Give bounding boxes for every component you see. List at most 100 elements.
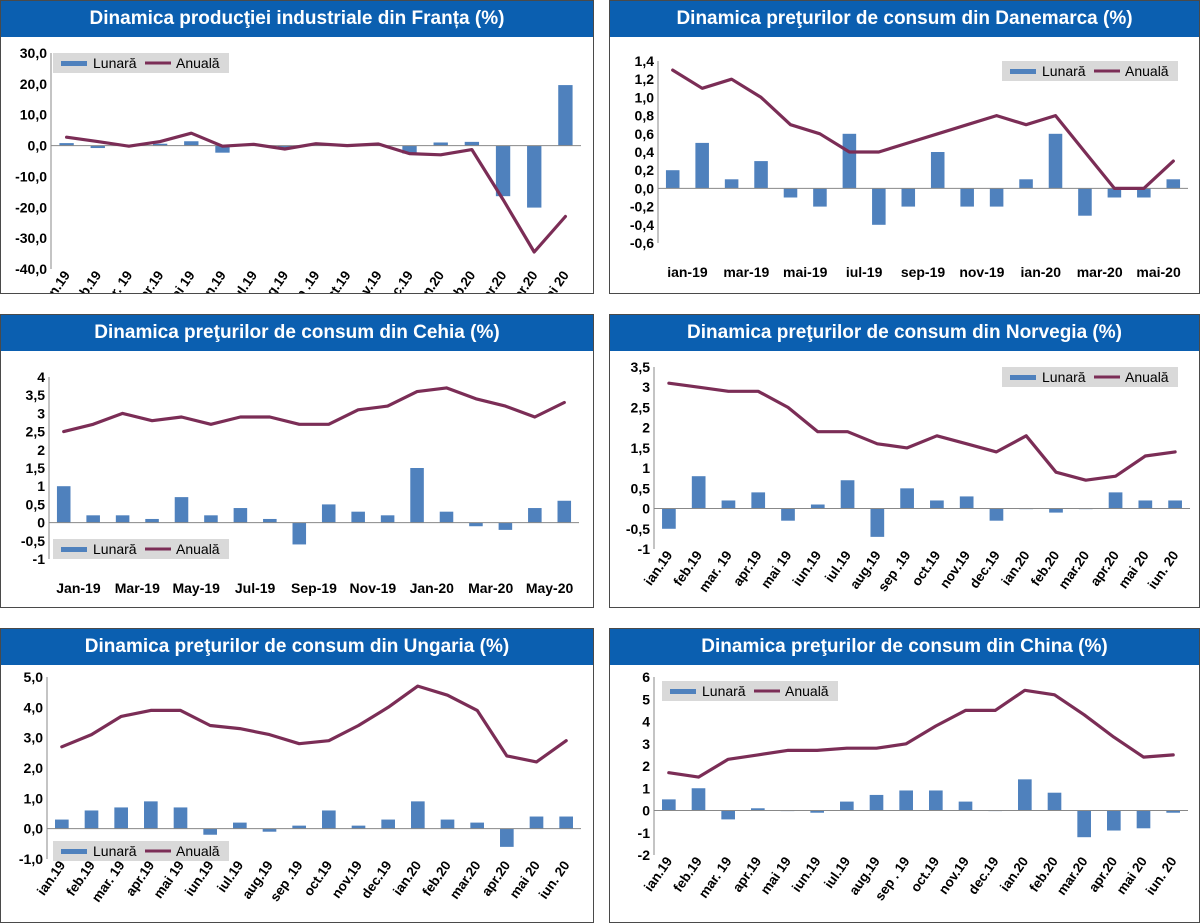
y-tick-label: -20,0 bbox=[15, 199, 47, 215]
chart-title: Dinamica preţurilor de consum din Ungari… bbox=[1, 629, 593, 665]
legend-swatch-lunara bbox=[61, 547, 87, 552]
bar-lunara bbox=[1107, 810, 1121, 831]
line-point-anuala bbox=[1142, 187, 1146, 190]
bar-lunara bbox=[1077, 810, 1091, 838]
bar-lunara bbox=[901, 188, 916, 207]
bar-lunara bbox=[145, 518, 159, 523]
x-tick-label: Mar-20 bbox=[468, 580, 513, 596]
y-tick-label: 0,4 bbox=[635, 144, 655, 160]
line-point-anuala bbox=[121, 412, 124, 415]
line-point-anuala bbox=[935, 434, 939, 437]
line-point-anuala bbox=[875, 747, 878, 750]
legend-label-lunara: Lunară bbox=[702, 683, 746, 699]
line-point-anuala bbox=[504, 404, 507, 408]
y-tick-label: 4 bbox=[37, 369, 45, 385]
bar-lunara bbox=[115, 515, 130, 523]
line-point-anuala bbox=[564, 739, 568, 742]
chart-title: Dinamica preţurilor de consum din China … bbox=[610, 629, 1199, 665]
y-tick-label: 0,5 bbox=[26, 496, 46, 512]
y-tick-label: 1,5 bbox=[26, 460, 46, 476]
y-tick-label: 0 bbox=[642, 501, 650, 517]
y-tick-label: -0,6 bbox=[630, 235, 654, 251]
line-point-anuala bbox=[386, 404, 389, 408]
line-point-anuala bbox=[667, 381, 671, 385]
x-tick-label: Jan-20 bbox=[410, 580, 455, 596]
bar-lunara bbox=[840, 801, 854, 811]
bar-lunara bbox=[380, 515, 395, 523]
bar-lunara bbox=[292, 522, 307, 545]
legend-box bbox=[1002, 367, 1178, 387]
y-tick-label: -10,0 bbox=[15, 168, 47, 184]
line-point-anuala bbox=[268, 415, 272, 419]
bar-lunara bbox=[470, 822, 484, 829]
line-point-anuala bbox=[727, 390, 730, 393]
line-point-anuala bbox=[1142, 755, 1145, 759]
line-point-anuala bbox=[730, 78, 733, 81]
bar-lunara bbox=[90, 145, 105, 149]
legend-label-anuala: Anuală bbox=[176, 541, 220, 557]
bar-lunara bbox=[751, 492, 766, 509]
y-tick-label: 3,5 bbox=[631, 359, 651, 375]
bar-lunara bbox=[662, 508, 676, 529]
bar-lunara bbox=[500, 828, 514, 847]
bar-lunara bbox=[1047, 792, 1062, 811]
bar-lunara bbox=[529, 816, 544, 829]
x-tick-label: dec.19 bbox=[358, 858, 394, 901]
bar-lunara bbox=[665, 170, 680, 189]
bar-lunara bbox=[781, 508, 795, 521]
bar-lunara bbox=[724, 179, 739, 189]
line-point-anuala bbox=[1112, 735, 1116, 739]
line-point-anuala bbox=[345, 144, 349, 147]
line-point-anuala bbox=[1084, 479, 1087, 482]
legend-label-lunara: Lunară bbox=[93, 541, 137, 557]
bar-lunara bbox=[1168, 500, 1182, 509]
x-tick-label: iun. 20 bbox=[1143, 854, 1180, 898]
bar-lunara bbox=[810, 504, 825, 509]
x-tick-label: Mar-19 bbox=[115, 580, 160, 596]
line-point-anuala bbox=[505, 754, 509, 758]
line-point-anuala bbox=[475, 709, 479, 712]
bar-lunara bbox=[721, 810, 735, 820]
legend-swatch-lunara bbox=[670, 689, 696, 694]
bar-lunara bbox=[960, 188, 974, 207]
line-point-anuala bbox=[1023, 689, 1027, 692]
x-tick-label: apr.20 bbox=[506, 268, 541, 293]
bar-lunara bbox=[662, 799, 676, 811]
bar-lunara bbox=[1166, 810, 1180, 813]
line-point-anuala bbox=[964, 709, 967, 712]
line-point-anuala bbox=[818, 132, 822, 135]
bar-lunara bbox=[1166, 179, 1181, 189]
bar-lunara bbox=[1018, 779, 1032, 811]
y-tick-label: 4,0 bbox=[24, 699, 44, 715]
line-point-anuala bbox=[268, 733, 271, 736]
bar-lunara bbox=[292, 825, 306, 829]
bar-lunara bbox=[498, 522, 513, 530]
line-point-anuala bbox=[815, 749, 819, 752]
bar-lunara bbox=[754, 161, 768, 189]
bar-lunara bbox=[842, 133, 857, 189]
bar-lunara bbox=[440, 819, 455, 829]
line-point-anuala bbox=[327, 423, 330, 426]
bar-lunara bbox=[402, 145, 417, 154]
chart-title: Dinamica producţiei industriale din Fran… bbox=[1, 1, 593, 37]
x-tick-label: mai 20 bbox=[535, 268, 571, 293]
y-tick-label: 2,5 bbox=[26, 424, 46, 440]
x-tick-label: iun.19 bbox=[194, 268, 229, 293]
bar-lunara bbox=[721, 500, 736, 509]
chart-danemarca: -0,6 -0,4 -0,2 0,0 0,2 0,4 0,6 0,8 1,0 1,2 1,4 ian-… bbox=[630, 53, 1188, 280]
line-point-anuala bbox=[238, 727, 242, 730]
legend-box bbox=[662, 681, 838, 701]
line-point-anuala bbox=[533, 415, 537, 419]
line-point-anuala bbox=[327, 739, 331, 742]
line-point-anuala bbox=[904, 742, 908, 745]
x-tick-label: Jul-19 bbox=[235, 580, 276, 596]
legend-label-anuala: Anuală bbox=[176, 55, 220, 71]
y-tick-label: 4 bbox=[642, 714, 650, 730]
line-point-anuala bbox=[1173, 450, 1177, 454]
x-tick-label: mar.20 bbox=[447, 858, 484, 902]
y-tick-label: 2 bbox=[642, 420, 650, 436]
line-point-anuala bbox=[149, 709, 153, 712]
x-tick-label: iun.19 bbox=[182, 858, 217, 899]
line-point-anuala bbox=[726, 758, 730, 761]
